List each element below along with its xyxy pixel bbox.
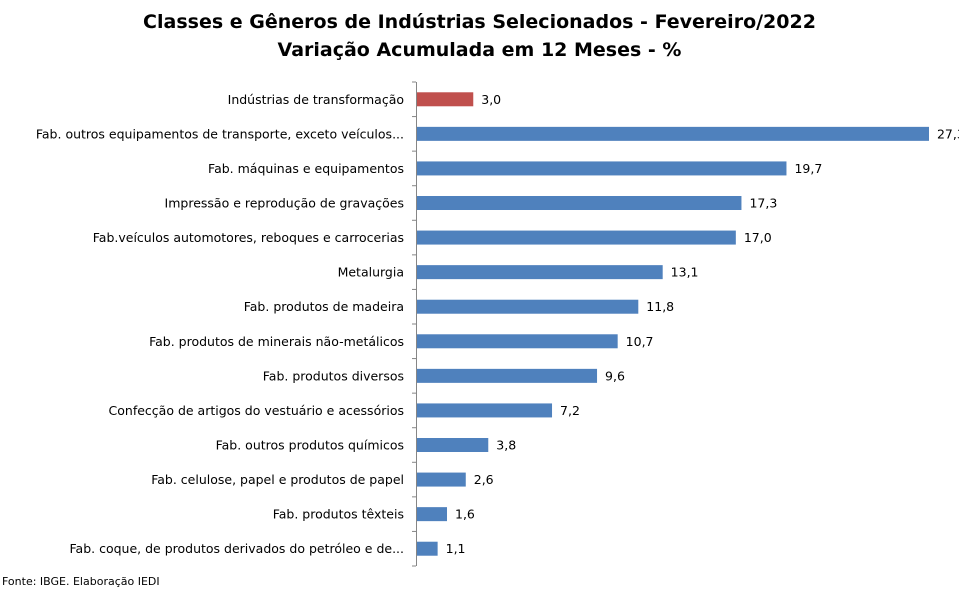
bar	[417, 196, 742, 210]
bar	[417, 230, 736, 245]
chart-subtitle-line: Variação Acumulada em 12 Meses - %	[277, 39, 682, 61]
value-label: 1,1	[446, 541, 466, 556]
value-label: 11,8	[646, 299, 674, 314]
bar	[417, 541, 438, 556]
category-label: Fab. produtos têxteis	[273, 507, 404, 522]
category-label: Fab. celulose, papel e produtos de papel	[151, 472, 404, 487]
category-label: Fab. outros equipamentos de transporte, …	[36, 126, 404, 141]
value-label: 19,7	[794, 161, 822, 176]
category-label: Confecção de artigos do vestuário e aces…	[109, 403, 404, 418]
category-label: Fab. outros produtos químicos	[216, 438, 404, 453]
bar	[417, 368, 598, 383]
value-label: 9,6	[605, 368, 625, 383]
bar	[417, 438, 489, 452]
bar	[417, 161, 787, 176]
chart-title-line: Classes e Gêneros de Indústrias Selecion…	[143, 11, 816, 33]
value-label: 17,3	[749, 196, 777, 211]
value-label: 27,3	[937, 126, 959, 141]
category-label: Fab. máquinas e equipamentos	[208, 161, 404, 176]
category-label: Fab. produtos de madeira	[244, 299, 404, 314]
bar	[417, 126, 929, 141]
bar	[417, 507, 448, 522]
value-label: 1,6	[455, 507, 475, 522]
value-label: 13,1	[671, 265, 699, 280]
category-label: Fab. produtos diversos	[263, 368, 404, 383]
bar	[417, 265, 663, 280]
category-label: Fab. produtos de minerais não-metálicos	[149, 334, 404, 349]
value-label: 7,2	[560, 403, 580, 418]
category-label: Metalurgia	[338, 265, 404, 280]
source-note: Fonte: IBGE. Elaboração IEDI	[2, 575, 160, 588]
category-label: Impressão e reprodução de gravações	[165, 196, 404, 211]
bar	[417, 92, 474, 107]
value-label: 3,8	[496, 438, 516, 453]
category-label: Indústrias de transformação	[228, 92, 404, 107]
value-label: 2,6	[474, 472, 494, 487]
bar	[417, 334, 618, 349]
category-label: Fab. coque, de produtos derivados do pet…	[70, 541, 405, 556]
bar	[417, 299, 639, 314]
bar	[417, 403, 553, 418]
category-label: Fab.veículos automotores, reboques e car…	[93, 230, 404, 245]
value-label: 17,0	[744, 230, 772, 245]
chart-title: Classes e Gêneros de Indústrias Selecion…	[0, 8, 959, 64]
value-label: 3,0	[481, 92, 501, 107]
value-label: 10,7	[626, 334, 654, 349]
bar	[417, 472, 466, 487]
